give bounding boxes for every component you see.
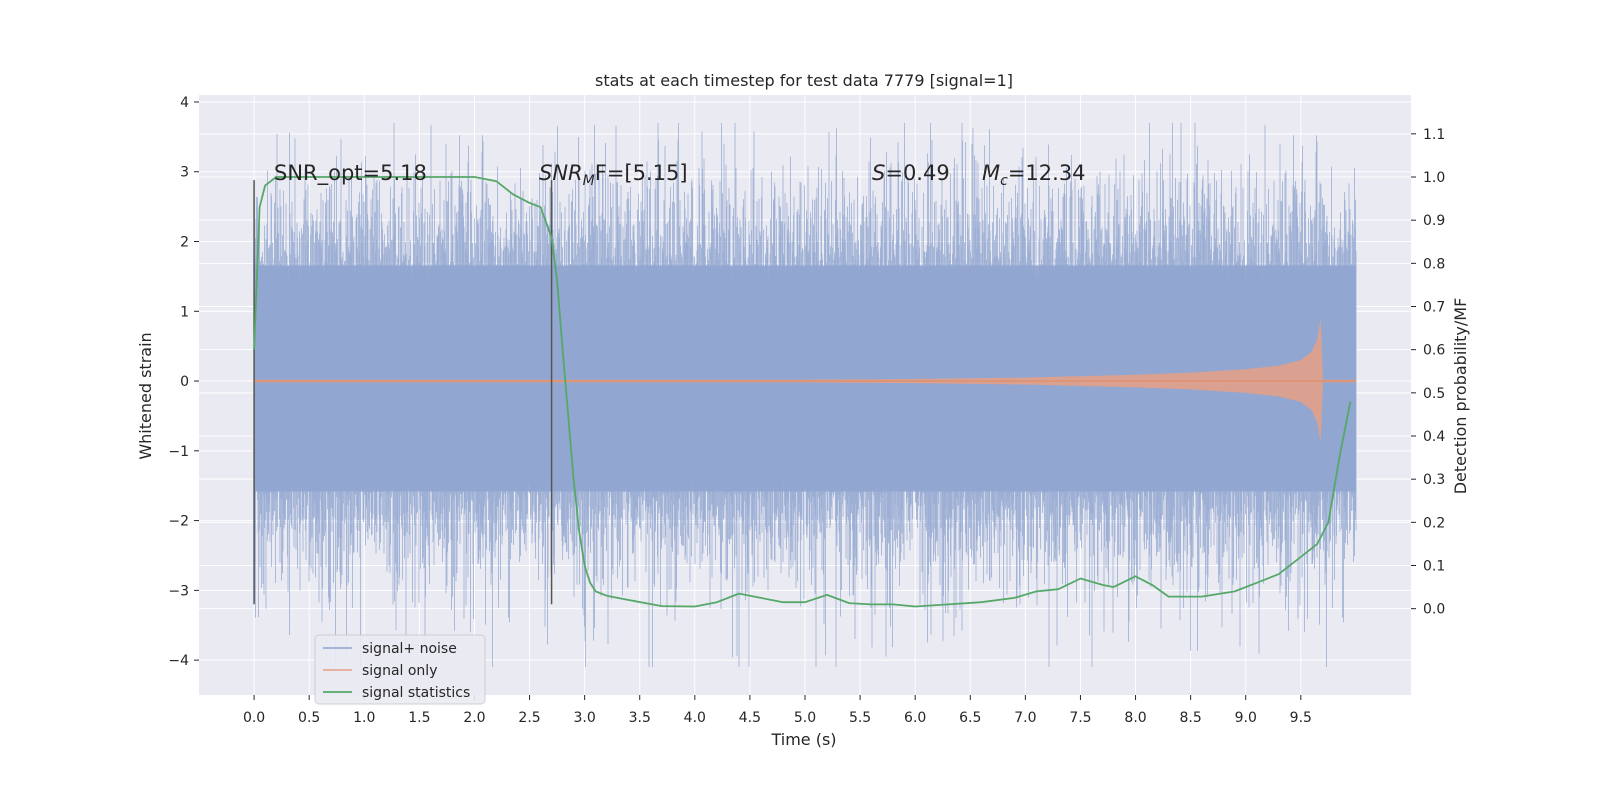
x-tick-label: 4.5 [739, 710, 761, 726]
x-tick-label: 2.0 [463, 710, 485, 726]
y-axis-label: Whitened strain [136, 332, 155, 459]
y2-tick-label: 0.3 [1423, 472, 1445, 488]
y-tick-label: −2 [168, 514, 189, 530]
x-tick-label: 1.5 [408, 710, 430, 726]
y2-tick-label: 0.7 [1423, 300, 1445, 316]
annotation-mc-symbol: M [982, 161, 1000, 185]
x-tick-label: 0.5 [298, 710, 320, 726]
y2-tick-label: 1.0 [1423, 170, 1445, 186]
x-axis-label: Time (s) [770, 730, 836, 749]
x-tick-label: 2.5 [518, 710, 540, 726]
y2-tick-labels: 1.1 1.0 0.9 0.8 0.7 0.6 0.5 0.4 0.3 0.2 0.1 0.0 [1411, 127, 1445, 618]
x-tick-label: 6.5 [959, 710, 981, 726]
y-tick-label: 1 [180, 304, 189, 320]
y2-axis-label: Detection probability/MF [1451, 298, 1470, 495]
y-tick-label: −1 [168, 444, 189, 460]
vertical-markers [253, 180, 553, 605]
y-tick-label: 2 [180, 235, 189, 251]
annotation-mc: Mc=12.34 [982, 161, 1086, 189]
legend-label-signal: signal only [362, 663, 437, 679]
y-tick-label: 0 [180, 374, 189, 390]
y2-tick-label: 0.5 [1423, 386, 1445, 402]
y2-tick-label: 0.2 [1423, 515, 1445, 531]
annotation-snr-mf-sub: M [583, 173, 595, 189]
y-tick-label: −4 [168, 653, 189, 669]
legend: signal+ noise signal only signal statist… [314, 634, 486, 705]
signal-statistics-line [253, 176, 1352, 608]
y2-tick-label: 0.4 [1423, 429, 1445, 445]
y2-tick-label: 1.1 [1423, 127, 1445, 143]
annotation-s: S=0.49 [872, 161, 950, 185]
annotation-s-symbol: S [872, 161, 885, 185]
x-tick-labels: 0.0 0.5 1.0 1.5 2.0 2.5 3.0 3.5 4.0 4.5 5.0 5.5 6.0 6… [243, 695, 1312, 726]
x-tick-label: 5.5 [849, 710, 871, 726]
y2-tick-label: 0.0 [1423, 602, 1445, 618]
x-tick-label: 9.0 [1235, 710, 1257, 726]
y2-tick-label: 0.9 [1423, 213, 1445, 229]
chart-title: stats at each timestep for test data 777… [595, 71, 1013, 90]
x-tick-label: 9.5 [1290, 710, 1312, 726]
y2-tick-label: 0.6 [1423, 343, 1445, 359]
x-tick-label: 0.0 [243, 710, 265, 726]
y-tick-label: 4 [180, 95, 189, 111]
y-tick-label: 3 [180, 165, 189, 181]
legend-label-noise: signal+ noise [362, 641, 457, 657]
x-tick-label: 3.5 [629, 710, 651, 726]
x-tick-label: 8.0 [1124, 710, 1146, 726]
series-signal-statistics [253, 176, 1352, 608]
x-tick-label: 7.5 [1069, 710, 1091, 726]
x-tick-label: 1.0 [353, 710, 375, 726]
y2-tick-label: 0.8 [1423, 256, 1445, 272]
legend-label-stats: signal statistics [362, 685, 470, 701]
x-tick-label: 7.0 [1014, 710, 1036, 726]
x-tick-label: 6.0 [904, 710, 926, 726]
y-tick-labels: 4 3 2 1 0 −1 −2 −3 −4 [168, 95, 199, 669]
annotation-snr-mf-main: SNR [539, 161, 583, 185]
annotation-snr-mf-rest: F=[5.15] [595, 161, 688, 185]
x-tick-label: 3.0 [574, 710, 596, 726]
series-signal-only [254, 318, 1356, 444]
annotation-mc-value: =12.34 [1008, 161, 1086, 185]
y-tick-label: −3 [168, 583, 189, 599]
annotation-snr-opt: SNR_opt=5.18 [274, 161, 427, 186]
x-tick-label: 5.0 [794, 710, 816, 726]
legend-box [314, 634, 486, 705]
annotation-snr-mf: SNRMF=[5.15] [539, 161, 688, 189]
annotation-s-value: =0.49 [885, 161, 949, 185]
y2-tick-label: 0.1 [1423, 559, 1445, 575]
annotation-mc-sub: c [1000, 173, 1008, 189]
x-tick-label: 8.5 [1180, 710, 1202, 726]
x-tick-label: 4.0 [684, 710, 706, 726]
